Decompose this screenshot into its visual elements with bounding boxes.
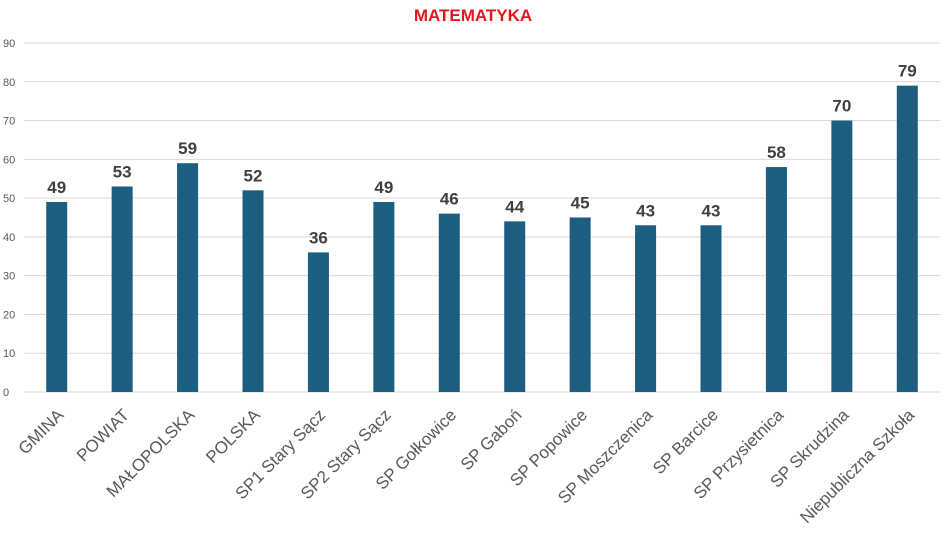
y-tick-label: 80 [3,77,15,89]
bars [46,85,918,393]
bar [46,201,68,392]
data-label: 36 [309,228,328,247]
data-label: 44 [505,197,524,216]
x-tick-label: GMINA [15,405,68,458]
y-tick-label: 20 [3,309,15,321]
bar [438,213,460,392]
bar [635,225,657,392]
x-tick-label: Niepubliczna Szkoła [796,405,918,527]
gridlines [24,42,940,393]
y-axis-ticks: 0 10 20 30 40 50 60 70 80 90 [3,38,15,399]
bar [700,225,722,392]
data-label: 46 [440,190,459,209]
y-tick-label: 90 [3,38,15,50]
bar [373,201,395,392]
y-tick-label: 70 [3,116,15,128]
y-tick-label: 30 [3,271,15,283]
y-tick-label: 0 [3,387,9,399]
bar [111,186,133,392]
y-tick-label: 40 [3,232,15,244]
data-label: 49 [47,178,66,197]
data-label: 43 [636,201,655,220]
data-label: 58 [767,143,786,162]
bar [177,163,199,392]
data-labels: 49 53 59 52 36 49 46 44 45 43 43 58 70 79 [47,62,916,248]
x-tick-label: SP Gaboń [457,405,526,474]
data-label: 45 [571,194,590,213]
x-tick-label: POWIAT [73,405,133,465]
data-label: 70 [832,97,851,116]
y-tick-label: 60 [3,154,15,166]
y-tick-label: 50 [3,193,15,205]
data-label: 59 [178,139,197,158]
data-label: 52 [244,166,263,185]
y-tick-label: 10 [3,348,15,360]
bar [831,120,853,393]
bar [896,85,918,393]
x-tick-label: POLSKA [202,405,264,467]
data-label: 43 [702,201,721,220]
bar [569,217,591,392]
bar [765,167,787,392]
data-label: 79 [898,62,917,81]
chart-title: MATEMATYKA [414,6,532,25]
bar [504,221,526,392]
data-label: 49 [374,178,393,197]
data-label: 53 [113,162,132,181]
bar [307,252,329,392]
bar [242,190,264,392]
